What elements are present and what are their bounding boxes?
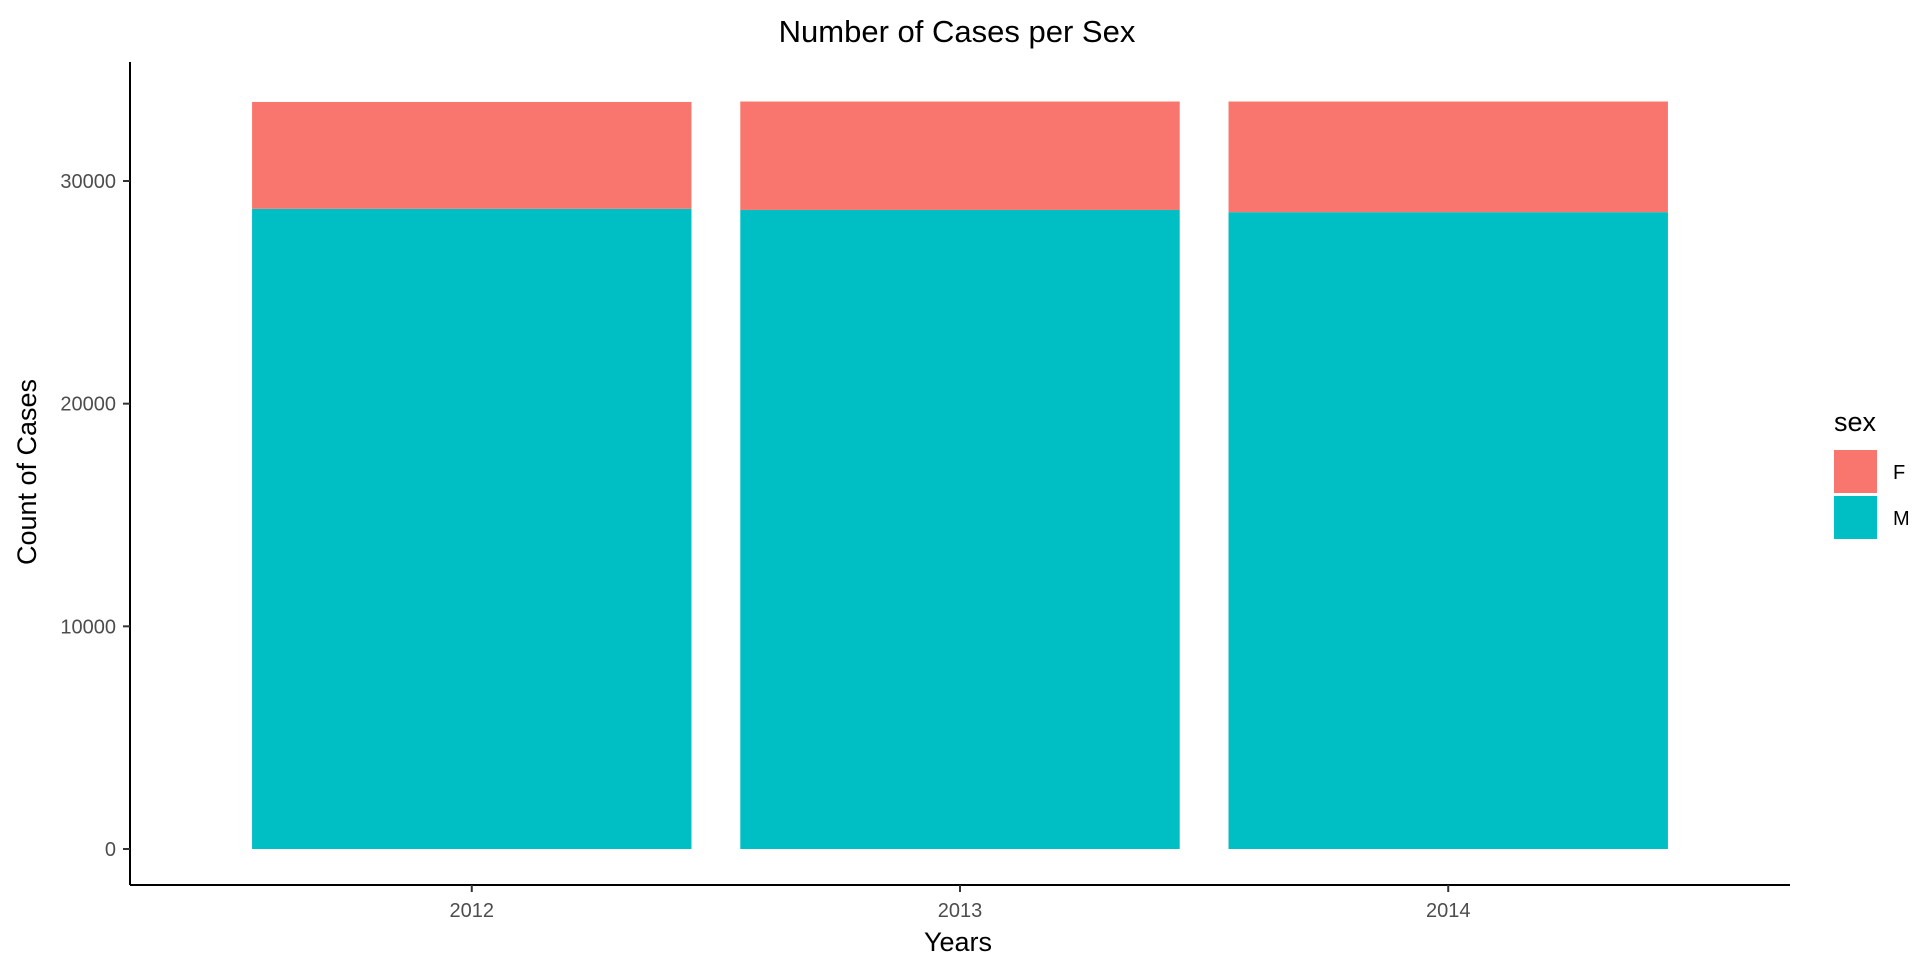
bar-2014-m [1228, 212, 1668, 850]
x-tick-label-2014: 2014 [1426, 900, 1471, 922]
chart-title: Number of Cases per Sex [779, 14, 1136, 49]
legend-title: sex [1834, 407, 1877, 437]
legend-swatch-f [1834, 450, 1877, 493]
bar-2013-f [740, 101, 1180, 210]
legend-items: FM [1834, 450, 1910, 539]
legend-label-f: F [1893, 462, 1905, 484]
y-tick-label-30000: 30000 [60, 171, 116, 193]
x-axis-title: Years [924, 927, 992, 957]
y-axis-ticks: 0 10000 20000 30000 [60, 171, 130, 861]
bar-2013-m [740, 209, 1180, 849]
x-tick-label-2012: 2012 [450, 900, 495, 922]
legend-label-m: M [1893, 508, 1910, 530]
bar-2012-m [252, 208, 692, 849]
legend: sex FM [1834, 407, 1910, 539]
x-axis-ticks: 2012 2013 2014 [450, 885, 1471, 922]
y-tick-label-20000: 20000 [60, 394, 116, 416]
plot-bars [252, 101, 1668, 850]
y-tick-label-10000: 10000 [60, 616, 116, 638]
x-tick-label-2013: 2013 [938, 900, 983, 922]
y-axis-title: Count of Cases [12, 379, 42, 565]
bar-2014-f [1228, 101, 1668, 213]
bar-2012-f [252, 101, 692, 209]
y-tick-label-0: 0 [105, 839, 116, 861]
legend-swatch-m [1834, 496, 1877, 539]
